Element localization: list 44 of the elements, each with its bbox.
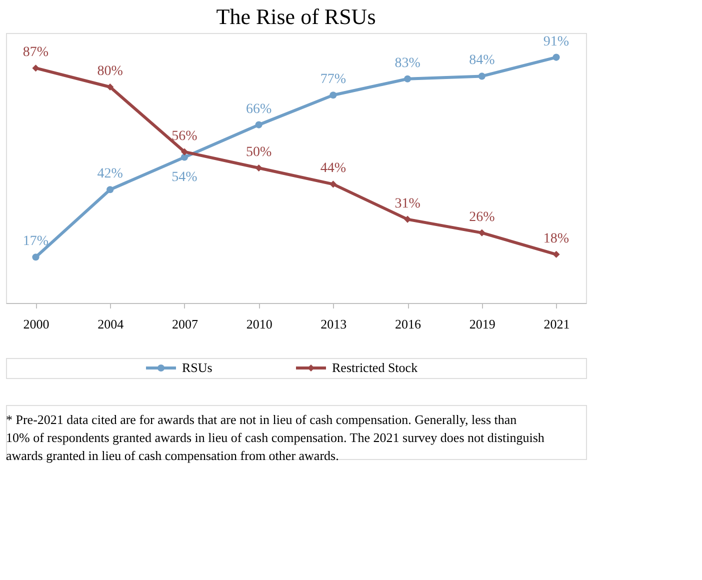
point [478, 229, 486, 236]
data-label: 18% [543, 231, 570, 246]
x-tick-label: 2019 [469, 316, 496, 332]
x-tick-label: 2021 [544, 316, 570, 332]
data-label: 84% [469, 53, 496, 68]
text: * Pre-2021 data cited are for awards that are not in lieu of cash compensation. Generally, less than 10% of respondents granted awards in lieu of cash compensation. The 2021 survey does not distinguish awards granted in lieu of cash compensation from other awards. [6, 412, 545, 463]
data-label: 54% [172, 170, 198, 186]
data-label: 42% [97, 166, 124, 182]
x-tick-label: 2000 [23, 316, 50, 332]
point [106, 186, 114, 194]
x-tick-label: 2013 [320, 316, 347, 332]
point [255, 121, 262, 128]
point [32, 64, 40, 72]
data-label: 91% [543, 34, 570, 50]
data-label: 31% [394, 196, 421, 212]
data-label: 26% [469, 210, 496, 225]
point [330, 92, 337, 99]
point [404, 216, 412, 223]
point [180, 148, 188, 156]
data-label: 87% [22, 45, 49, 60]
chart-title: The Rise of RSUs [216, 4, 376, 29]
point [404, 75, 412, 82]
legend-label: RSUs [182, 360, 212, 375]
point [180, 154, 188, 161]
data-label: 80% [97, 64, 124, 79]
x-tick-label: 2004 [98, 316, 124, 332]
point [106, 83, 114, 91]
data-label: 50% [246, 145, 272, 160]
point [478, 72, 486, 80]
data-label: 56% [172, 128, 198, 144]
point [552, 54, 560, 61]
x-tick-label: 2010 [246, 316, 272, 332]
point [330, 180, 337, 188]
point [32, 254, 40, 261]
data-label: 17% [22, 234, 49, 250]
x-tick-label: 2016 [395, 316, 422, 332]
data-label: 66% [246, 102, 272, 117]
data-label: 83% [394, 56, 421, 71]
x-tick-label: 2007 [172, 316, 198, 332]
legend-label: Restricted Stock [332, 360, 418, 375]
data-label: 44% [320, 161, 346, 176]
data-label: 77% [320, 72, 346, 88]
point [552, 250, 560, 258]
point [255, 164, 262, 172]
